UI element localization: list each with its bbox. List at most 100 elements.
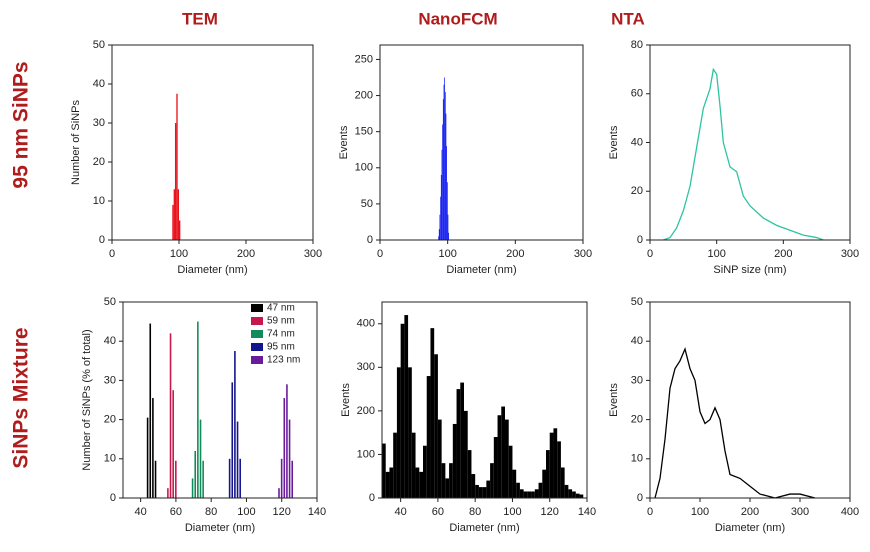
y-tick-label: 50 — [631, 296, 643, 308]
plot-frame — [379, 44, 584, 241]
bar — [538, 482, 543, 498]
x-tick-label: 40 — [395, 506, 407, 518]
bar — [447, 214, 449, 240]
bar — [444, 77, 445, 240]
y-tick-label: 300 — [357, 361, 375, 373]
y-tick-label: 30 — [93, 117, 105, 129]
bar — [568, 489, 573, 498]
bar — [389, 467, 394, 498]
bar — [278, 488, 280, 498]
bar — [167, 488, 169, 498]
bar — [191, 478, 194, 498]
bar — [202, 460, 204, 498]
plot-frame — [122, 301, 318, 499]
x-tick-label: 300 — [791, 506, 809, 518]
y-tick-label: 40 — [631, 136, 643, 148]
y-tick-label: 100 — [355, 162, 373, 174]
bar — [197, 321, 199, 498]
x-tick-label: 400 — [841, 506, 859, 518]
x-tick-label: 200 — [774, 248, 792, 260]
y-tick-label: 40 — [93, 78, 105, 90]
legend-label: 95 nm — [267, 342, 295, 353]
bar — [396, 367, 401, 498]
bar — [228, 458, 231, 498]
bar — [516, 482, 520, 498]
y-axis-label: Events — [340, 383, 352, 417]
bar — [490, 463, 494, 498]
bar — [175, 460, 177, 498]
bar — [452, 423, 457, 498]
bar — [239, 458, 241, 498]
bar — [441, 463, 446, 498]
bar — [440, 196, 441, 240]
x-tick-label: 300 — [304, 248, 322, 260]
x-tick-label: 120 — [541, 506, 559, 518]
y-tick-label: 30 — [631, 374, 643, 386]
y-tick-label: 40 — [631, 335, 643, 347]
bar — [475, 484, 479, 498]
x-tick-label: 0 — [647, 248, 653, 260]
bar — [546, 450, 550, 498]
bar — [437, 419, 442, 498]
y-tick-label: 0 — [637, 492, 643, 504]
legend-swatch — [251, 317, 263, 325]
bar — [575, 493, 580, 498]
bar — [467, 450, 472, 498]
bar — [460, 382, 464, 498]
bar — [446, 182, 448, 240]
y-tick-label: 20 — [631, 185, 643, 197]
column-title: TEM — [182, 9, 218, 28]
y-tick-label: 30 — [104, 374, 116, 386]
bar — [497, 415, 502, 498]
y-tick-label: 0 — [110, 492, 116, 504]
bar — [430, 328, 435, 498]
x-tick-label: 100 — [691, 506, 709, 518]
x-tick-label: 0 — [647, 506, 653, 518]
plot-frame — [649, 44, 851, 241]
bar — [149, 323, 152, 498]
bar — [173, 189, 175, 240]
column-title: NanoFCM — [418, 9, 497, 28]
bar — [441, 149, 443, 240]
bar — [527, 491, 532, 498]
y-axis-label: Events — [608, 383, 620, 417]
x-tick-label: 200 — [506, 248, 524, 260]
x-tick-label: 100 — [237, 506, 255, 518]
y-tick-label: 0 — [369, 492, 375, 504]
x-tick-label: 40 — [135, 506, 147, 518]
x-tick-label: 60 — [170, 506, 182, 518]
x-tick-label: 0 — [109, 248, 115, 260]
x-tick-label: 300 — [841, 248, 859, 260]
bar — [549, 432, 554, 498]
bar — [512, 469, 517, 498]
bar — [564, 484, 569, 498]
y-tick-label: 20 — [93, 156, 105, 168]
bar — [404, 315, 409, 498]
bar — [442, 99, 444, 241]
bar — [419, 471, 423, 498]
bar — [423, 445, 427, 498]
bar — [557, 441, 561, 498]
bar — [236, 421, 239, 498]
x-tick-label: 300 — [574, 248, 592, 260]
bar — [448, 232, 450, 240]
y-tick-label: 40 — [104, 335, 116, 347]
bar — [440, 175, 442, 240]
bar — [291, 460, 294, 498]
bar — [146, 417, 149, 498]
bar — [176, 93, 178, 240]
y-tick-label: 0 — [367, 234, 373, 246]
y-tick-label: 50 — [93, 39, 105, 51]
bar — [531, 491, 535, 498]
column-title: NTA — [611, 9, 645, 28]
plot-frame — [381, 301, 588, 499]
bar — [523, 491, 528, 498]
y-tick-label: 10 — [631, 453, 643, 465]
bar — [169, 333, 172, 498]
bar — [542, 469, 546, 498]
bar — [280, 458, 283, 498]
bar — [179, 220, 181, 240]
bar — [234, 351, 236, 498]
bar — [231, 382, 234, 498]
bar — [439, 214, 441, 240]
